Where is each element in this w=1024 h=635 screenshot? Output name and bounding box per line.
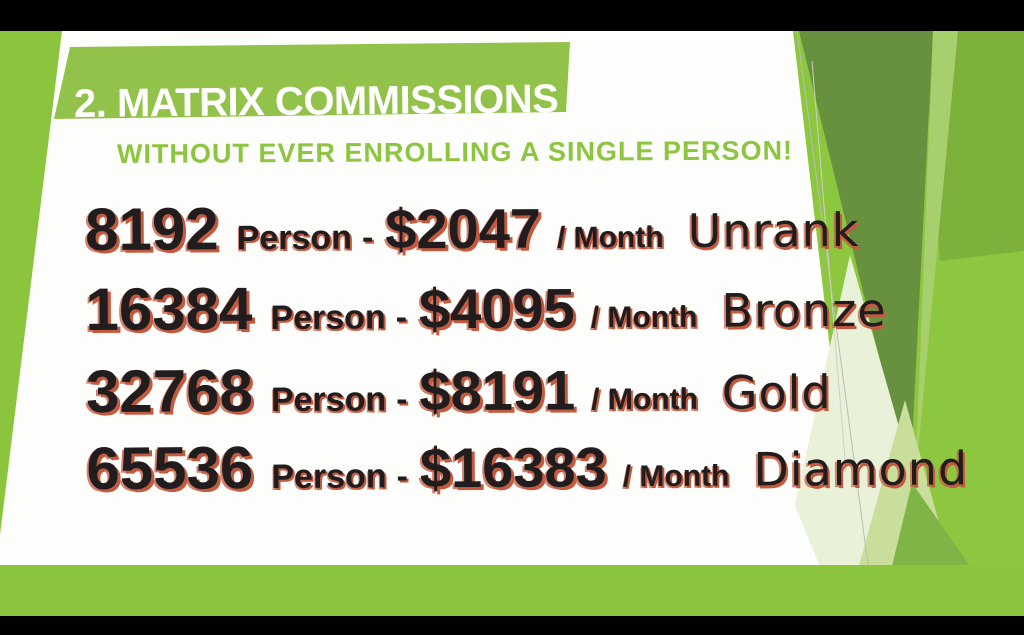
amount-value: $16383 (419, 435, 607, 500)
rank-name: Diamond (753, 441, 969, 497)
person-label: Person (270, 380, 387, 420)
right-pale-band (915, 31, 958, 483)
person-count: 8192 (84, 195, 219, 263)
title-banner-shape (54, 42, 570, 119)
person-count: 65536 (86, 434, 254, 502)
per-month-label: / Month (556, 220, 664, 255)
dash-separator: - (361, 218, 374, 257)
letterbox-bottom (0, 616, 1024, 635)
dash-separator: - (396, 380, 408, 419)
letterbox-top (0, 0, 1024, 31)
per-month-label: / Month (622, 459, 730, 494)
commission-row-unrank: 8192 Person - $2047 / Month Unrank (84, 195, 860, 263)
slide-canvas: 2. MATRIX COMMISSIONS WITHOUT EVER ENROL… (0, 31, 1024, 616)
rank-name: Gold (721, 365, 832, 420)
person-label: Person (271, 457, 387, 497)
slide-edge-hairline-2 (811, 60, 847, 472)
slide-edge-hairline (796, 31, 869, 566)
person-count: 32768 (85, 357, 254, 425)
per-month-label: / Month (591, 382, 698, 417)
bottom-accent-band (0, 565, 1024, 616)
rank-name: Bronze (721, 282, 887, 338)
person-label: Person (270, 298, 386, 338)
commission-rows: 8192 Person - $2047 / Month Unrank 16384… (85, 195, 1007, 580)
amount-value: $4095 (418, 276, 575, 341)
rank-name: Unrank (687, 202, 860, 258)
slide-subtitle: WITHOUT EVER ENROLLING A SINGLE PERSON! (116, 135, 794, 169)
commission-row-diamond: 65536 Person - $16383 / Month Diamond (86, 434, 969, 502)
commission-row-gold: 32768 Person - $8191 / Month Gold (85, 357, 832, 425)
person-label: Person (236, 218, 353, 258)
right-olive-triangle (799, 31, 933, 483)
dash-separator: - (395, 298, 408, 337)
amount-value: $8191 (419, 358, 576, 423)
commission-row-bronze: 16384 Person - $4095 / Month Bronze (85, 275, 887, 343)
facet-theme-decoration (0, 31, 1024, 616)
per-month-label: / Month (590, 300, 698, 335)
left-accent-wedge (0, 31, 62, 535)
person-count: 16384 (85, 275, 253, 343)
slide-title: 2. MATRIX COMMISSIONS (73, 76, 559, 126)
dash-separator: - (396, 457, 409, 496)
amount-value: $2047 (385, 196, 542, 261)
